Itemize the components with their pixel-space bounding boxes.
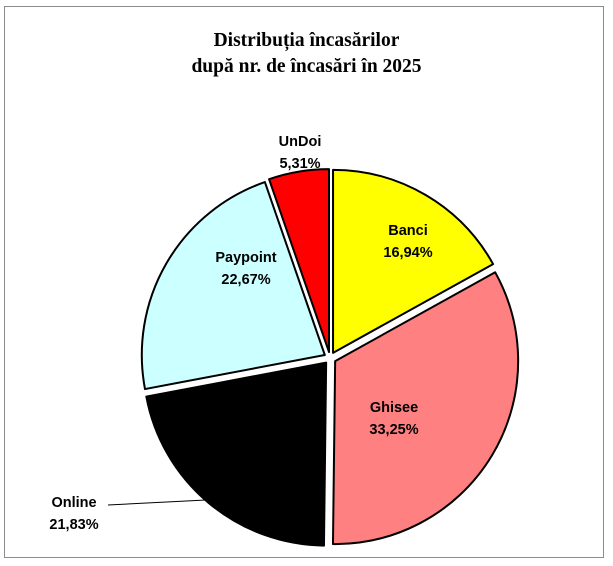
slice-value-online: 21,83%: [49, 517, 98, 533]
slice-name-undoi: UnDoi: [279, 134, 322, 150]
pie-slice-banci: [332, 168, 495, 354]
chart-title-line-2: după nr. de încasări în 2025: [191, 56, 422, 77]
slice-name-banci: Banci: [388, 223, 428, 239]
leader-line-online: [107, 499, 207, 506]
chart-title: Distribuția încasărilor după nr. de înca…: [0, 28, 613, 80]
pie-slice-paypoint: [140, 181, 326, 391]
pie-slice-undoi: [268, 168, 331, 354]
slice-name-ghisee: Ghisee: [370, 400, 418, 416]
slice-value-banci: 16,94%: [383, 245, 432, 261]
pie-slice-online: [145, 361, 328, 547]
slice-value-paypoint: 22,67%: [221, 272, 270, 288]
slice-name-paypoint: Paypoint: [215, 250, 276, 266]
slice-name-online: Online: [51, 495, 96, 511]
slice-value-ghisee: 33,25%: [369, 422, 418, 438]
pie-slice-ghisee: [331, 271, 520, 546]
chart-title-line-1: Distribuția încasărilor: [213, 30, 400, 51]
slice-value-undoi: 5,31%: [279, 156, 320, 172]
